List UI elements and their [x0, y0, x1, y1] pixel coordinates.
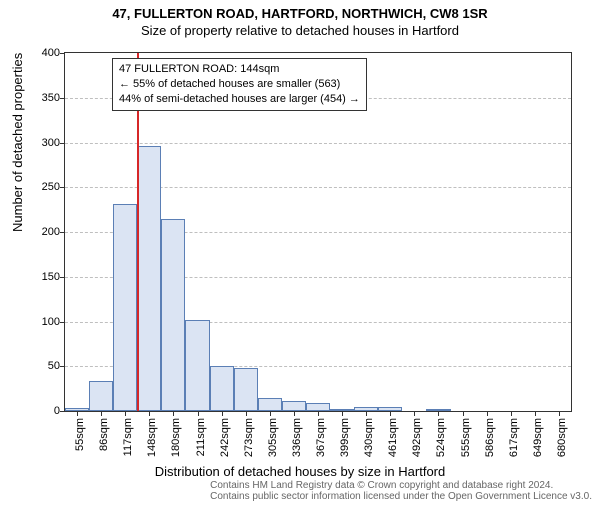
x-tick: [390, 411, 391, 416]
x-tick-label: 55sqm: [74, 418, 86, 451]
y-tick: [60, 411, 65, 412]
annotation-line-3: 44% of semi-detached houses are larger (…: [119, 92, 360, 107]
x-tick-label: 649sqm: [532, 418, 544, 457]
footer-line-1: Contains HM Land Registry data © Crown c…: [210, 480, 592, 491]
y-tick: [60, 53, 65, 54]
footer-line-2: Contains public sector information licen…: [210, 491, 592, 502]
x-tick-label: 524sqm: [435, 418, 447, 457]
x-tick-label: 461sqm: [387, 418, 399, 457]
x-tick: [318, 411, 319, 416]
y-tick-label: 0: [20, 405, 60, 417]
x-tick-label: 180sqm: [170, 418, 182, 457]
x-tick: [294, 411, 295, 416]
y-tick: [60, 143, 65, 144]
histogram-bar: [282, 401, 306, 411]
x-tick: [511, 411, 512, 416]
x-tick: [149, 411, 150, 416]
histogram-bar: [185, 320, 209, 411]
x-tick-label: 273sqm: [243, 418, 255, 457]
x-tick-label: 399sqm: [339, 418, 351, 457]
x-tick-label: 211sqm: [195, 418, 207, 456]
x-tick: [463, 411, 464, 416]
y-tick: [60, 187, 65, 188]
x-tick-label: 430sqm: [363, 418, 375, 457]
annotation-line-2: ← 55% of detached houses are smaller (56…: [119, 77, 360, 92]
x-tick: [222, 411, 223, 416]
x-tick: [559, 411, 560, 416]
x-tick: [101, 411, 102, 416]
x-tick-label: 492sqm: [411, 418, 423, 457]
x-tick-label: 305sqm: [267, 418, 279, 457]
histogram-bar: [161, 219, 185, 411]
y-tick: [60, 322, 65, 323]
y-tick: [60, 232, 65, 233]
x-tick-label: 242sqm: [219, 418, 231, 457]
y-tick-label: 100: [20, 316, 60, 328]
y-tick-label: 400: [20, 47, 60, 59]
x-tick: [198, 411, 199, 416]
y-tick-label: 300: [20, 137, 60, 149]
x-tick: [414, 411, 415, 416]
y-tick-label: 150: [20, 271, 60, 283]
x-tick-label: 148sqm: [146, 418, 158, 457]
histogram-bar: [113, 204, 137, 411]
x-tick-label: 117sqm: [122, 418, 134, 456]
x-tick: [77, 411, 78, 416]
histogram-bar: [89, 381, 113, 411]
x-tick-label: 555sqm: [460, 418, 472, 457]
x-tick: [487, 411, 488, 416]
x-tick: [438, 411, 439, 416]
y-tick: [60, 366, 65, 367]
y-tick-label: 50: [20, 360, 60, 372]
y-tick-label: 200: [20, 226, 60, 238]
footer-attribution: Contains HM Land Registry data © Crown c…: [210, 480, 592, 502]
chart-container: 47 FULLERTON ROAD: 144sqm ← 55% of detac…: [64, 52, 572, 412]
histogram-bar: [306, 403, 330, 411]
y-tick: [60, 277, 65, 278]
x-tick: [366, 411, 367, 416]
x-tick: [246, 411, 247, 416]
x-tick: [535, 411, 536, 416]
histogram-bar: [210, 366, 234, 411]
page-subtitle: Size of property relative to detached ho…: [0, 23, 600, 38]
x-tick-label: 586sqm: [484, 418, 496, 457]
histogram-bar: [258, 398, 282, 411]
annotation-box: 47 FULLERTON ROAD: 144sqm ← 55% of detac…: [112, 58, 367, 111]
x-tick-label: 680sqm: [556, 418, 568, 457]
x-tick: [125, 411, 126, 416]
x-tick-label: 367sqm: [315, 418, 327, 457]
histogram-bar: [234, 368, 258, 411]
x-tick-label: 617sqm: [508, 418, 520, 457]
gridline: [65, 143, 571, 144]
x-tick: [173, 411, 174, 416]
annotation-line-1: 47 FULLERTON ROAD: 144sqm: [119, 62, 360, 77]
y-tick: [60, 98, 65, 99]
x-tick-label: 86sqm: [98, 418, 110, 451]
histogram-bar: [137, 146, 161, 411]
x-tick-label: 336sqm: [291, 418, 303, 457]
y-tick-label: 250: [20, 181, 60, 193]
page-title: 47, FULLERTON ROAD, HARTFORD, NORTHWICH,…: [0, 6, 600, 21]
x-axis-label: Distribution of detached houses by size …: [0, 464, 600, 479]
y-tick-label: 350: [20, 92, 60, 104]
x-tick: [270, 411, 271, 416]
x-tick: [342, 411, 343, 416]
